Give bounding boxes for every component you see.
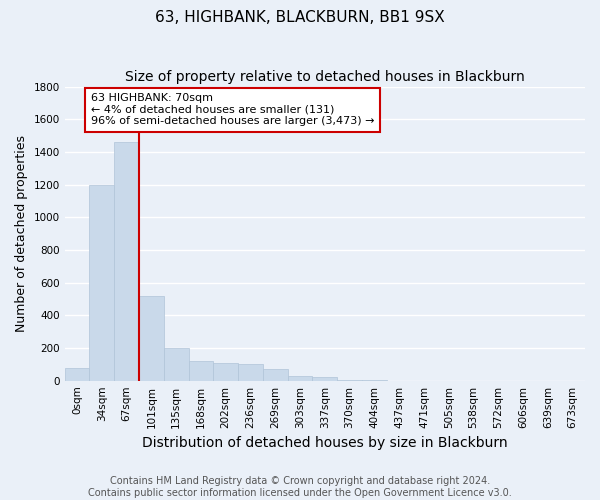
Bar bbox=[214, 362, 238, 380]
Bar bbox=[313, 378, 337, 380]
Bar bbox=[139, 296, 164, 380]
Bar bbox=[164, 348, 188, 380]
Bar bbox=[65, 368, 89, 380]
Bar bbox=[114, 142, 139, 380]
Bar bbox=[188, 361, 214, 380]
Title: Size of property relative to detached houses in Blackburn: Size of property relative to detached ho… bbox=[125, 70, 525, 84]
Bar bbox=[287, 376, 313, 380]
Bar bbox=[238, 364, 263, 380]
X-axis label: Distribution of detached houses by size in Blackburn: Distribution of detached houses by size … bbox=[142, 436, 508, 450]
Bar bbox=[263, 369, 287, 380]
Text: 63 HIGHBANK: 70sqm
← 4% of detached houses are smaller (131)
96% of semi-detache: 63 HIGHBANK: 70sqm ← 4% of detached hous… bbox=[91, 93, 374, 126]
Bar bbox=[89, 184, 114, 380]
Text: 63, HIGHBANK, BLACKBURN, BB1 9SX: 63, HIGHBANK, BLACKBURN, BB1 9SX bbox=[155, 10, 445, 25]
Y-axis label: Number of detached properties: Number of detached properties bbox=[15, 135, 28, 332]
Text: Contains HM Land Registry data © Crown copyright and database right 2024.
Contai: Contains HM Land Registry data © Crown c… bbox=[88, 476, 512, 498]
